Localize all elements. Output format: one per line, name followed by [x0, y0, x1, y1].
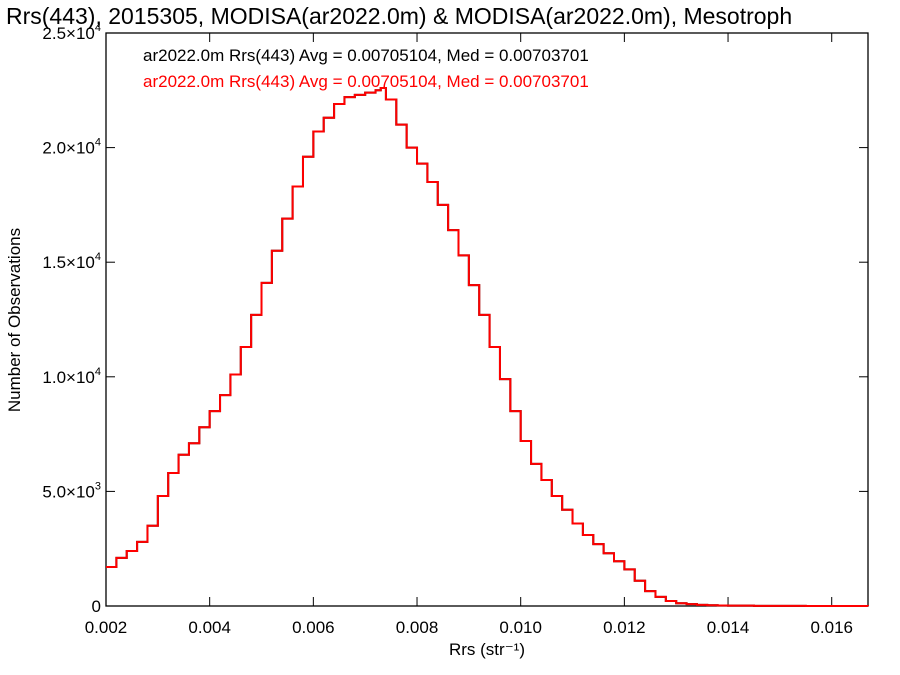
x-axis: 0.002 0.004 0.006 0.008 0.010 0.012 0.014 0.016 [85, 33, 853, 637]
y-tick-label: 1.5×104 [42, 251, 101, 272]
legend-entry: ar2022.0m Rrs(443) Avg = 0.00705104, Med… [143, 46, 589, 65]
legend-entry: ar2022.0m Rrs(443) Avg = 0.00705104, Med… [143, 72, 589, 91]
chart-title: Rrs(443), 2015305, MODISA(ar2022.0m) & M… [6, 3, 792, 29]
x-tick-label: 0.012 [603, 618, 646, 637]
y-axis-label: Number of Observations [5, 228, 24, 412]
y-tick-label: 2.5×104 [42, 22, 101, 43]
series-line-1 [106, 87, 869, 607]
y-tick-label: 0 [92, 597, 101, 616]
x-tick-label: 0.010 [499, 618, 542, 637]
x-tick-label: 0.006 [292, 618, 335, 637]
x-tick-label: 0.004 [188, 618, 231, 637]
y-tick-label: 2.0×104 [42, 137, 101, 158]
x-tick-label: 0.008 [396, 618, 439, 637]
x-tick-label: 0.016 [810, 618, 853, 637]
series-line-0 [106, 87, 869, 607]
y-axis: 0 5.0×103 1.0×104 1.5×104 2.0×104 2.5×104 [42, 22, 868, 616]
x-tick-label: 0.002 [85, 618, 128, 637]
y-tick-label: 1.0×104 [42, 366, 101, 387]
series-layer [106, 87, 869, 607]
y-tick-label: 5.0×103 [42, 480, 101, 501]
x-axis-label: Rrs (str⁻¹) [449, 640, 525, 659]
legend: ar2022.0m Rrs(443) Avg = 0.00705104, Med… [143, 46, 589, 91]
plot-frame [105, 32, 869, 607]
x-tick-label: 0.014 [707, 618, 750, 637]
